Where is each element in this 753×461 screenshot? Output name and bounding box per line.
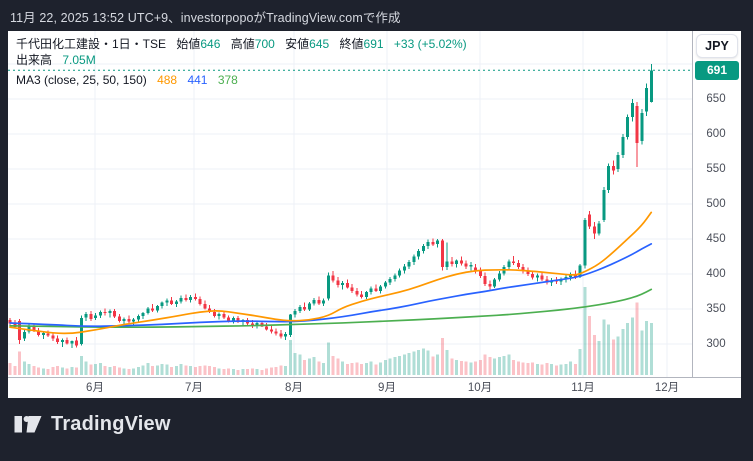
last-price-badge: 691 [695,60,739,80]
price-tick-label: 350 [706,303,726,315]
open-value: 646 [200,37,221,51]
tradingview-logo[interactable]: TradingView [14,413,171,436]
price-tick-label: 400 [706,268,726,280]
ma50-value: 441 [187,73,208,87]
legend-symbol-row: 千代田化工建設・1日・TSE 始値646 高値700 安値645 終値691 +… [16,36,467,52]
legend-ma-row: MA3 (close, 25, 50, 150) 488 441 378 [16,72,467,88]
price-tick-label: 550 [706,163,726,175]
close-label: 終値 [339,37,364,51]
time-axis[interactable]: 6月 7月 8月 9月 10月 11月 12月 [8,377,741,398]
chart-canvas[interactable] [8,31,692,377]
price-tick-label: 650 [706,93,726,105]
legend-volume-row: 出来高 7.05M [16,52,467,68]
symbol-title[interactable]: 千代田化工建設・1日・TSE [16,37,167,51]
snapshot-caption: 11月 22, 2025 13:52 UTC+9、investorpopoがTr… [10,11,401,25]
price-tick-label: 300 [706,338,726,350]
low-label: 安値 [285,37,310,51]
ma-label[interactable]: MA3 (close, 25, 50, 150) [16,73,147,87]
close-value: 691 [363,37,384,51]
high-label: 高値 [230,37,255,51]
time-tick-label: 10月 [467,382,493,394]
high-value: 700 [254,37,275,51]
change-value: +33 (+5.02%) [393,37,467,51]
price-chart-plot[interactable]: 千代田化工建設・1日・TSE 始値646 高値700 安値645 終値691 +… [8,31,692,377]
tradingview-logo-mark [14,415,42,432]
volume-label[interactable]: 出来高 [16,53,53,67]
low-value: 645 [309,37,330,51]
chart-panel: 千代田化工建設・1日・TSE 始値646 高値700 安値645 終値691 +… [8,31,741,398]
tradingview-logo-text: TradingView [51,413,171,435]
currency-button[interactable]: JPY [696,34,738,58]
time-tick-label: 6月 [86,382,104,394]
price-tick-label: 500 [706,198,726,210]
price-tick-label: 450 [706,233,726,245]
time-tick-label: 9月 [378,382,396,394]
time-tick-label: 11月 [571,382,595,394]
time-tick-label: 8月 [285,382,303,394]
open-label: 始値 [176,37,201,51]
volume-value: 7.05M [62,53,96,67]
chart-legend: 千代田化工建設・1日・TSE 始値646 高値700 安値645 終値691 +… [16,36,467,88]
time-tick-label: 7月 [185,382,203,394]
price-axis[interactable]: JPY 691 650 600 550 500 450 400 350 300 [692,31,741,377]
ma150-value: 378 [217,73,238,87]
ma25-value: 488 [157,73,178,87]
time-tick-label: 12月 [654,382,680,394]
price-tick-label: 600 [706,128,726,140]
